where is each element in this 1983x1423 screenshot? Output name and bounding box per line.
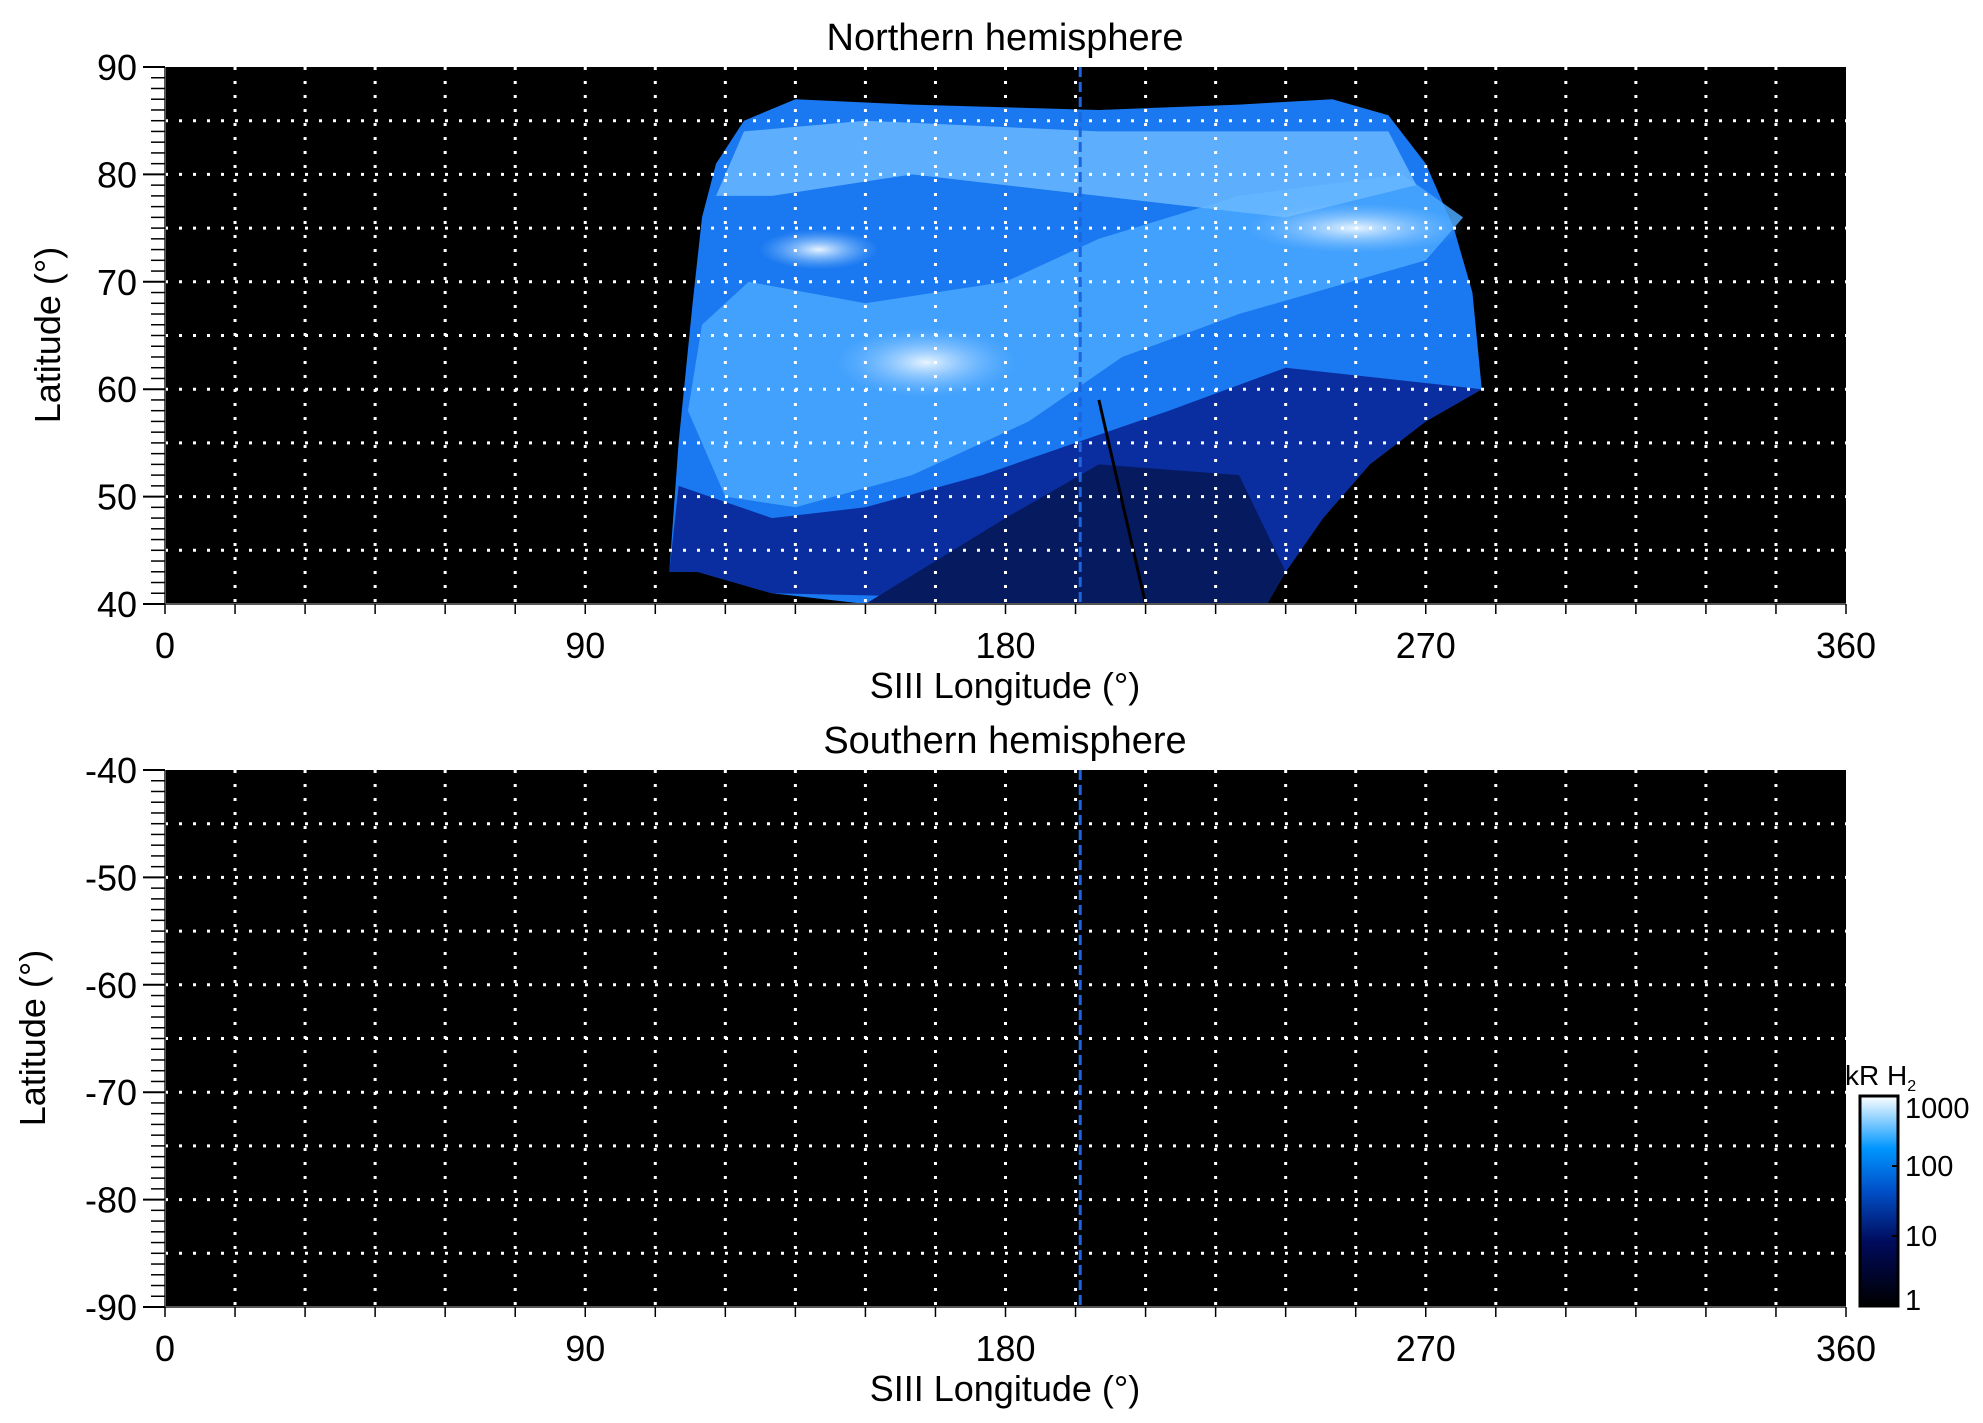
y-tick-label: 60 xyxy=(97,369,137,410)
north-title: Northern hemisphere xyxy=(827,17,1184,59)
south-xlabel: SIII Longitude (°) xyxy=(870,1368,1141,1409)
shadow-track xyxy=(1097,399,1148,604)
x-tick-label: 180 xyxy=(975,625,1035,666)
aurora-darkest-region xyxy=(865,464,1286,604)
aurora-hotspot xyxy=(758,229,879,270)
colorbar-tick-label: 1000 xyxy=(1905,1093,1970,1125)
aurora-bright-band xyxy=(688,174,1464,508)
x-tick-label: 90 xyxy=(565,625,605,666)
x-tick-label: 90 xyxy=(565,1328,605,1369)
colorbar-tick-label: 1 xyxy=(1905,1285,1921,1317)
y-tick-label: 70 xyxy=(97,262,137,303)
y-tick-label: -50 xyxy=(85,857,137,898)
y-tick-label: -40 xyxy=(85,750,137,791)
north-aurora-emission xyxy=(669,99,1482,604)
x-tick-label: 360 xyxy=(1816,625,1876,666)
aurora-polar-region xyxy=(716,120,1417,218)
south-title: Southern hemisphere xyxy=(823,720,1186,762)
y-tick-label: 50 xyxy=(97,477,137,518)
x-tick-label: 0 xyxy=(155,1328,175,1369)
y-tick-label: -80 xyxy=(85,1180,137,1221)
y-tick-label: -90 xyxy=(85,1287,137,1328)
y-tick-label: -70 xyxy=(85,1072,137,1113)
x-tick-label: 180 xyxy=(975,1328,1035,1369)
y-tick-label: 40 xyxy=(97,584,137,625)
x-tick-label: 0 xyxy=(155,625,175,666)
y-tick-label: 80 xyxy=(97,154,137,195)
north-xlabel: SIII Longitude (°) xyxy=(870,665,1141,706)
south-ylabel: Latitude (°) xyxy=(12,950,53,1126)
colorbar-tick-label: 100 xyxy=(1905,1151,1953,1183)
y-tick-label: -60 xyxy=(85,965,137,1006)
colorbar-label: kR H2 xyxy=(1845,1060,1916,1095)
north-ylabel: Latitude (°) xyxy=(27,247,68,423)
colorbar-tick-label: 10 xyxy=(1905,1221,1937,1253)
x-tick-label: 270 xyxy=(1396,625,1456,666)
colorbar xyxy=(1858,1094,1900,1308)
aurora-hotspot xyxy=(836,327,1017,398)
y-tick-label: 90 xyxy=(97,47,137,88)
x-tick-label: 270 xyxy=(1396,1328,1456,1369)
x-tick-label: 360 xyxy=(1816,1328,1876,1369)
